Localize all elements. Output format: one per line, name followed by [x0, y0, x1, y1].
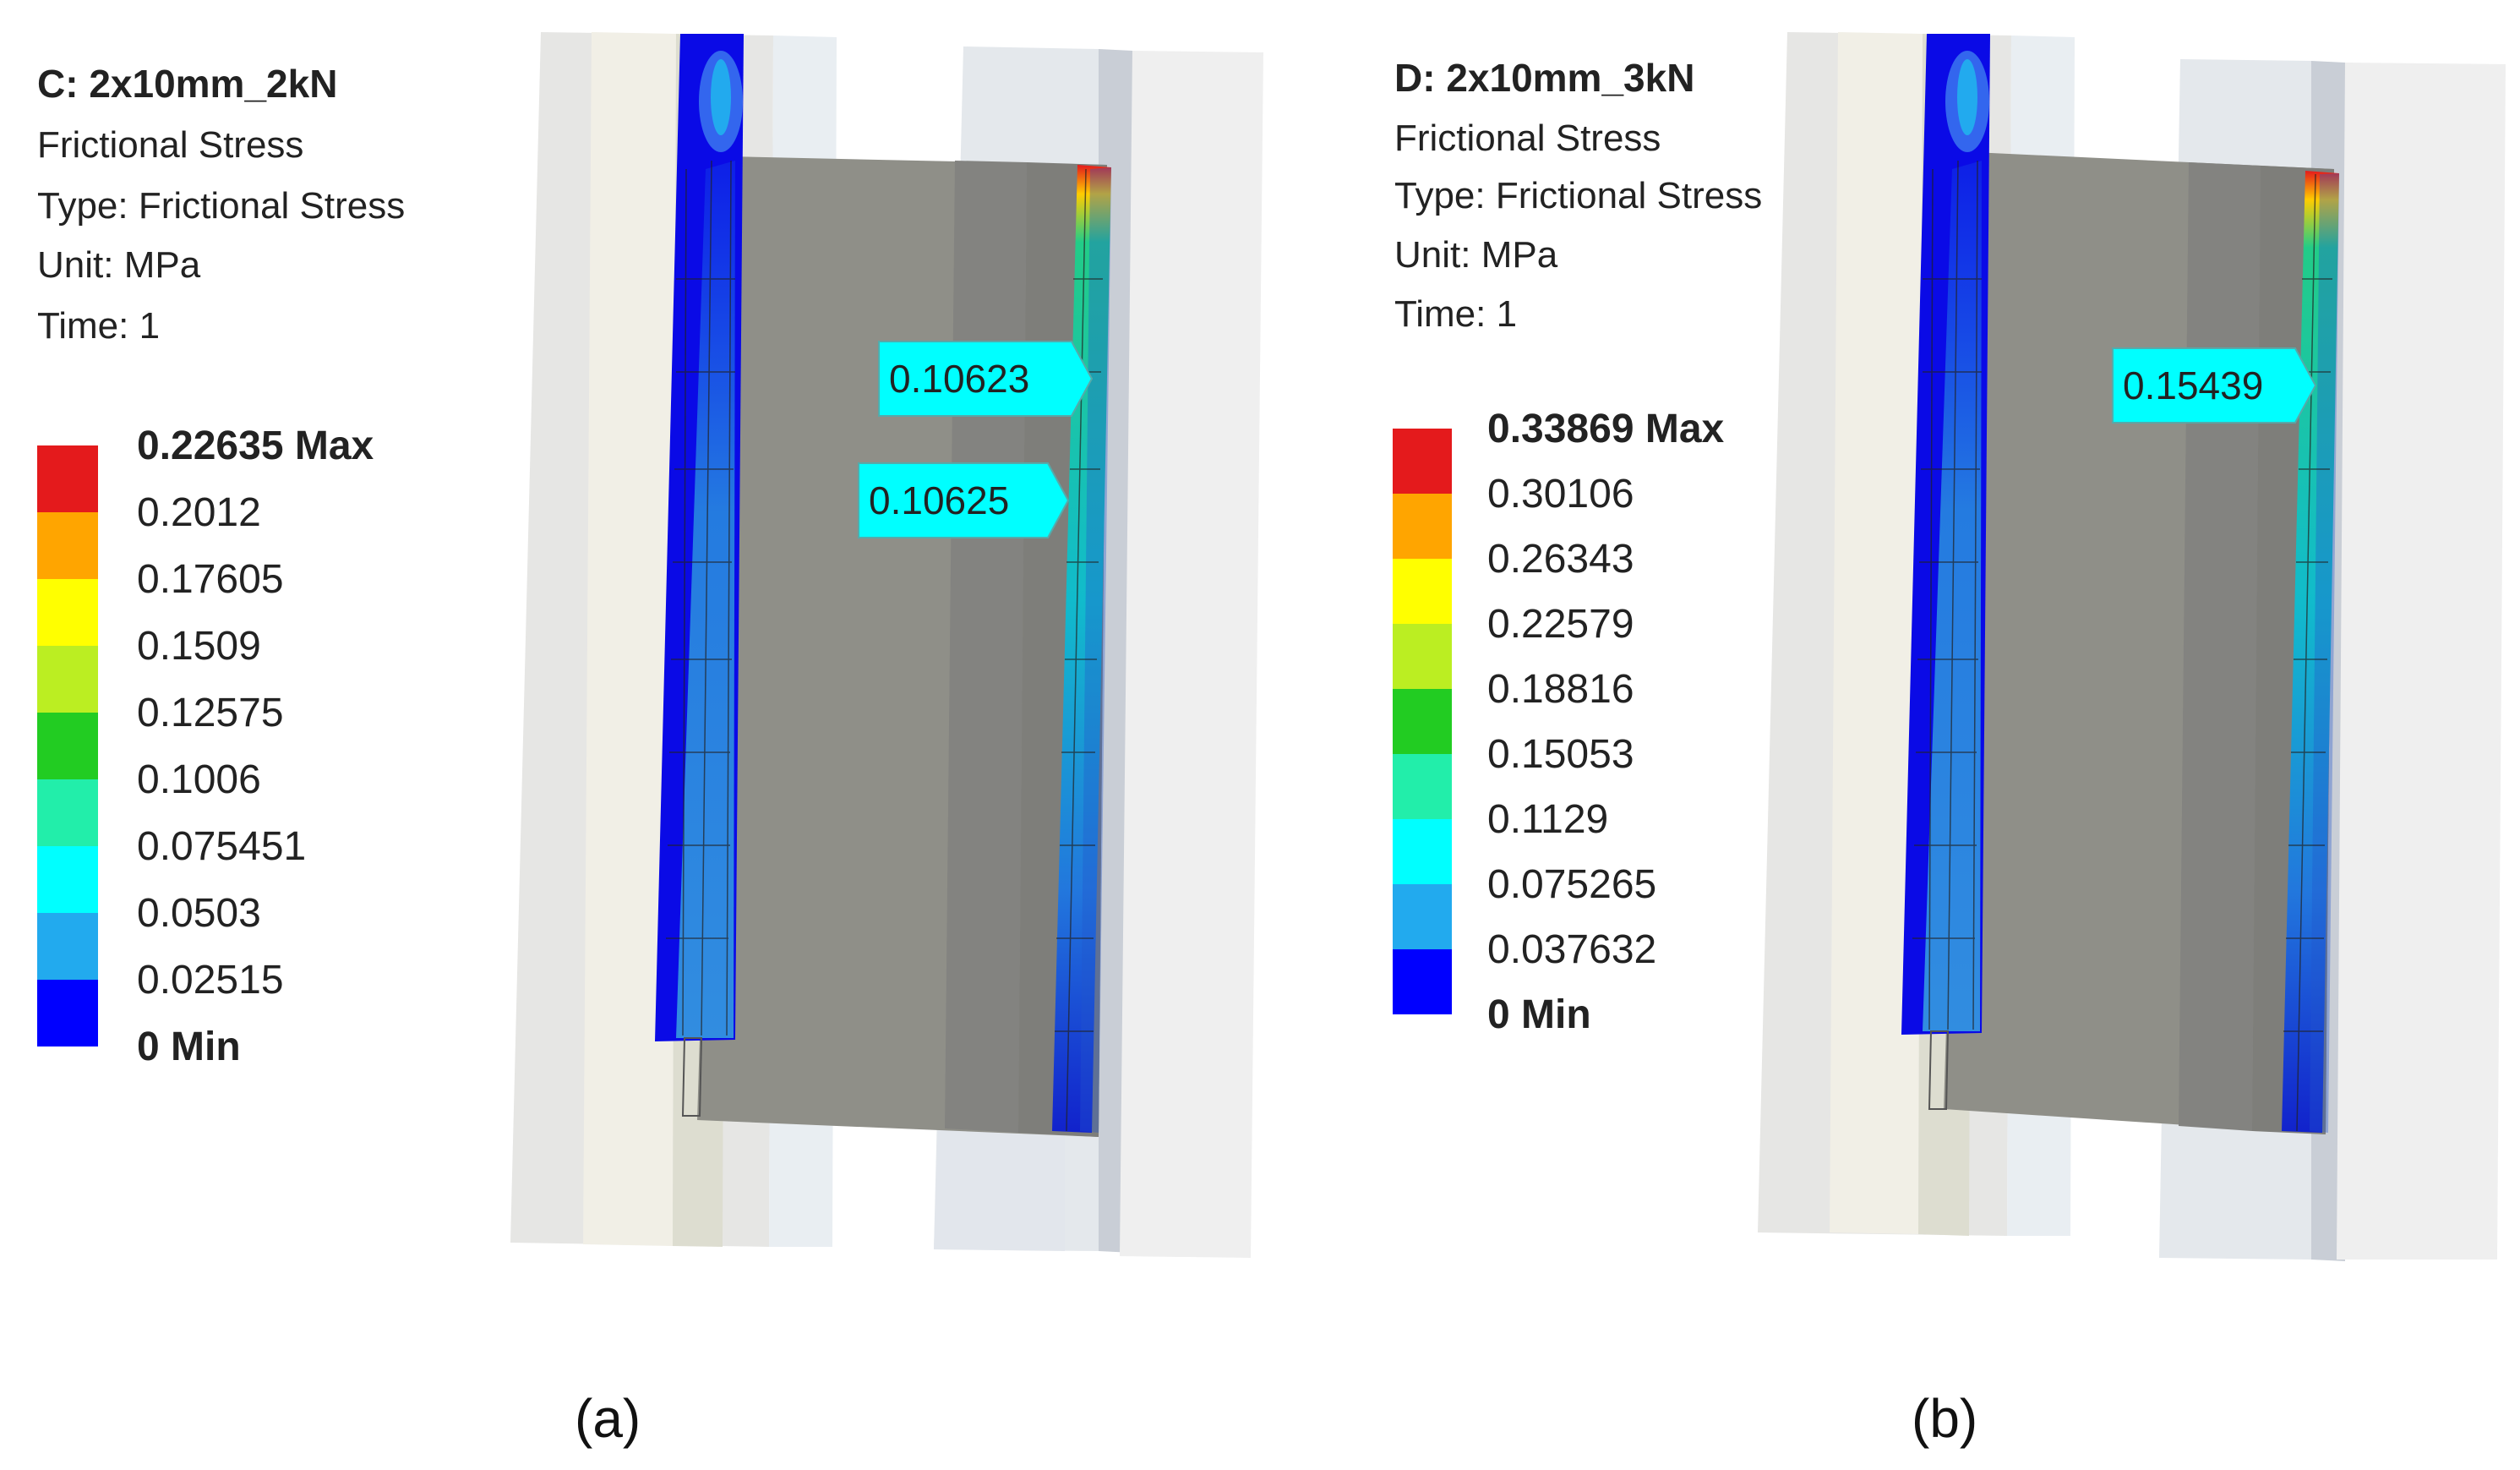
legend-swatch	[37, 646, 98, 713]
color-legend: 0.22635 Max 0.2012 0.17605 0.1509 0.12575 0.1…	[37, 424, 374, 1069]
legend-label: 0.18816	[1487, 667, 1634, 712]
legend-swatch	[1393, 949, 1452, 1014]
legend-label: 0.037632	[1487, 927, 1656, 972]
legend-label: 0.2012	[137, 490, 261, 535]
legend-swatch	[1393, 429, 1452, 494]
legend-swatch	[1393, 494, 1452, 559]
legend-label: 0 Min	[1487, 992, 1591, 1037]
legend-swatch	[1393, 754, 1452, 819]
legend-label: 0.12575	[137, 691, 284, 735]
probe-label: 0.10623	[878, 341, 1094, 417]
legend-swatch	[37, 445, 98, 512]
result-time: Time: 1	[37, 305, 160, 347]
legend-swatch	[37, 779, 98, 846]
result-time: Time: 1	[1394, 293, 1517, 335]
panel-caption: (b)	[1912, 1388, 1977, 1449]
legend-label: 0.22579	[1487, 602, 1634, 647]
probe-label: 0.10625	[858, 462, 1070, 538]
panel-b: D: 2x10mm_3kN Frictional Stress Type: Fr…	[1393, 32, 2506, 1449]
legend-label: 0.075265	[1487, 862, 1656, 907]
legend-label: 0.17605	[137, 557, 284, 602]
legend-swatch	[37, 579, 98, 646]
legend-label: 0.075451	[137, 824, 306, 869]
result-type: Type: Frictional Stress	[37, 185, 405, 227]
probe-value: 0.10625	[869, 478, 1009, 522]
fem-model-b	[1758, 32, 2506, 1261]
legend-label: 0.26343	[1487, 537, 1634, 582]
legend-label: 0.1129	[1487, 797, 1608, 842]
legend-label: 0.1509	[137, 624, 261, 669]
legend-label: 0.02515	[137, 958, 284, 1003]
legend-swatch	[1393, 559, 1452, 624]
legend-swatch	[37, 512, 98, 579]
result-title: C: 2x10mm_2kN	[37, 62, 337, 106]
color-legend: 0.33869 Max 0.30106 0.26343 0.22579 0.18816 0…	[1393, 407, 1725, 1037]
legend-swatch	[1393, 689, 1452, 754]
legend-swatch	[37, 846, 98, 913]
probe-value: 0.15439	[2123, 363, 2263, 407]
legend-label: 0.15053	[1487, 732, 1634, 777]
legend-label: 0.1006	[137, 757, 261, 802]
result-unit: Unit: MPa	[1394, 234, 1558, 276]
panel-caption: (a)	[575, 1388, 641, 1449]
legend-swatch	[1393, 624, 1452, 689]
result-title: D: 2x10mm_3kN	[1394, 56, 1694, 100]
fem-model-a	[510, 32, 1263, 1258]
legend-label: 0.0503	[137, 891, 261, 936]
panel-a: C: 2x10mm_2kN Frictional Stress Type: Fr…	[37, 32, 1263, 1449]
legend-swatch	[37, 913, 98, 980]
result-name: Frictional Stress	[37, 124, 303, 166]
legend-label: 0.30106	[1487, 472, 1634, 516]
legend-swatch	[1393, 819, 1452, 884]
legend-swatch	[37, 713, 98, 779]
legend-swatch	[37, 980, 98, 1046]
probe-value: 0.10623	[889, 357, 1029, 401]
legend-label: 0.22635 Max	[137, 424, 374, 468]
result-unit: Unit: MPa	[37, 244, 201, 286]
result-name: Frictional Stress	[1394, 117, 1661, 159]
legend-label: 0.33869 Max	[1487, 407, 1725, 451]
legend-swatch	[1393, 884, 1452, 949]
result-type: Type: Frictional Stress	[1394, 175, 1762, 216]
legend-label: 0 Min	[137, 1025, 241, 1069]
probe-label: 0.15439	[2112, 347, 2317, 424]
